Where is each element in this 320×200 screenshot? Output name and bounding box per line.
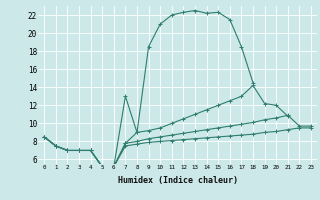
X-axis label: Humidex (Indice chaleur): Humidex (Indice chaleur) <box>118 176 238 185</box>
